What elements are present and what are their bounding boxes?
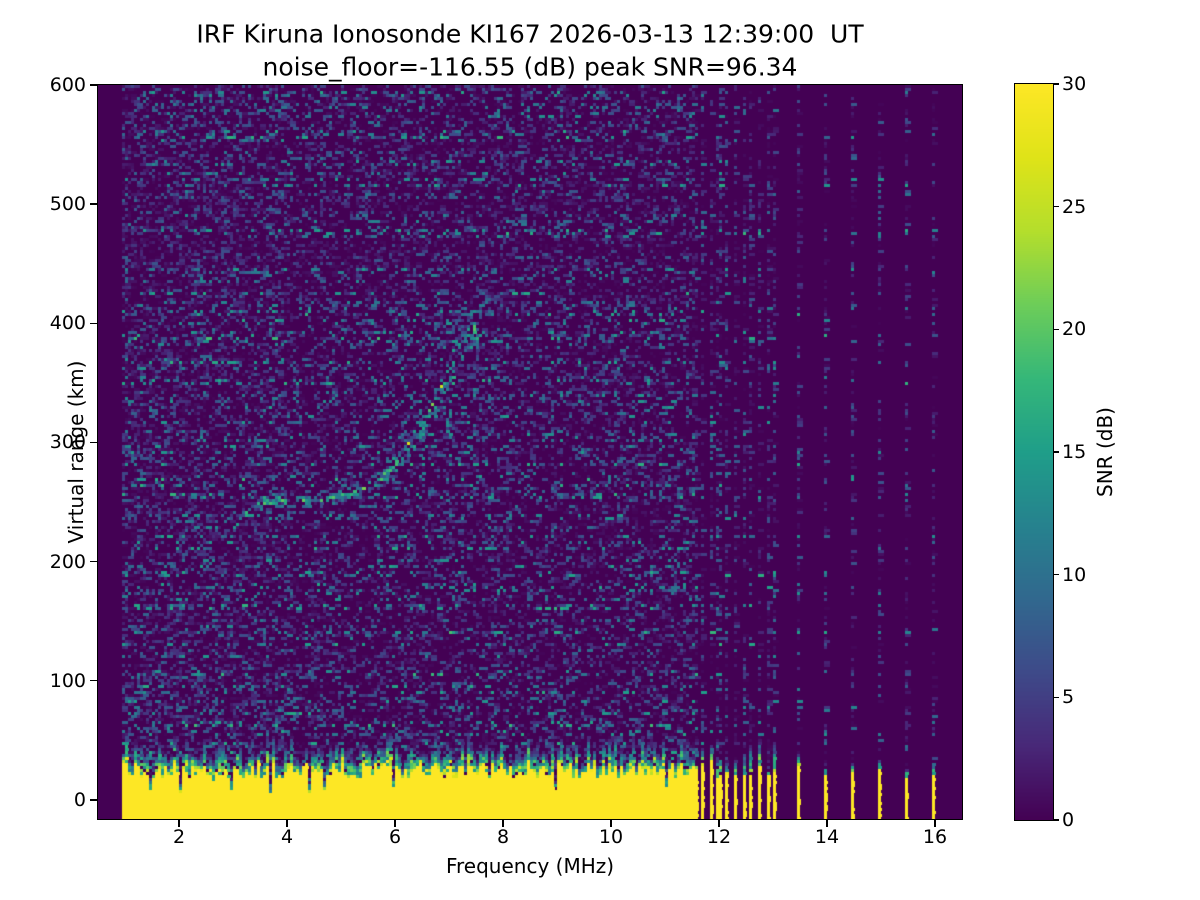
y-tick-mark — [90, 560, 97, 563]
y-axis-tick-label: 400 — [49, 312, 86, 335]
colorbar-tick-mark — [1053, 83, 1059, 85]
colorbar-tick-mark — [1053, 819, 1059, 821]
x-axis-tick-label: 2 — [172, 826, 186, 848]
colorbar-tick-mark — [1053, 205, 1059, 208]
colorbar-tick-label: 20 — [1062, 318, 1087, 341]
y-tick-mark — [90, 84, 97, 86]
chart-title: IRF Kiruna Ionosonde KI167 2026-03-13 12… — [196, 19, 864, 49]
x-tick-mark — [178, 820, 180, 827]
ionogram-heatmap — [98, 85, 962, 819]
y-axis-tick-label: 100 — [49, 669, 86, 692]
y-tick-mark — [90, 441, 97, 444]
colorbar-tick-mark — [1053, 696, 1059, 699]
colorbar-tick-label: 25 — [1062, 195, 1087, 218]
colorbar-tick-label: 5 — [1062, 686, 1075, 709]
x-tick-mark — [502, 820, 504, 827]
plot-area — [97, 84, 963, 820]
x-tick-mark — [394, 820, 396, 827]
y-tick-mark — [90, 680, 97, 682]
chart-subtitle: noise_floor=-116.55 (dB) peak SNR=96.34 — [262, 52, 798, 82]
colorbar-tick-label: 15 — [1062, 441, 1087, 463]
y-tick-mark — [90, 322, 97, 324]
x-axis-tick-label: 12 — [706, 826, 732, 848]
y-axis-tick-label: 200 — [49, 550, 86, 573]
x-axis-tick-label: 14 — [814, 826, 840, 848]
y-axis-tick-label: 600 — [49, 74, 86, 96]
x-tick-mark — [934, 820, 936, 827]
colorbar-tick-label: 30 — [1062, 73, 1087, 95]
y-axis-tick-label: 300 — [49, 431, 86, 454]
colorbar-tick-label: 10 — [1062, 563, 1087, 586]
x-tick-mark — [718, 820, 720, 827]
colorbar — [1014, 83, 1054, 821]
x-axis-tick-label: 10 — [598, 826, 624, 848]
colorbar-gradient — [1015, 84, 1053, 820]
x-axis-tick-label: 4 — [280, 826, 294, 848]
y-tick-mark — [90, 799, 97, 801]
x-axis-tick-label: 16 — [922, 826, 948, 848]
y-axis-tick-label: 0 — [73, 788, 86, 811]
x-tick-mark — [610, 820, 612, 827]
y-axis-tick-label: 500 — [49, 193, 86, 216]
colorbar-tick-mark — [1053, 328, 1059, 331]
colorbar-tick-mark — [1053, 573, 1059, 576]
x-axis-label: Frequency (MHz) — [445, 854, 615, 878]
colorbar-tick-label: 0 — [1062, 809, 1075, 831]
y-tick-mark — [90, 203, 97, 205]
colorbar-tick-mark — [1053, 451, 1059, 453]
x-axis-tick-label: 8 — [496, 826, 510, 848]
x-axis-tick-label: 6 — [388, 826, 402, 848]
x-tick-mark — [286, 820, 288, 827]
x-tick-mark — [826, 820, 828, 827]
